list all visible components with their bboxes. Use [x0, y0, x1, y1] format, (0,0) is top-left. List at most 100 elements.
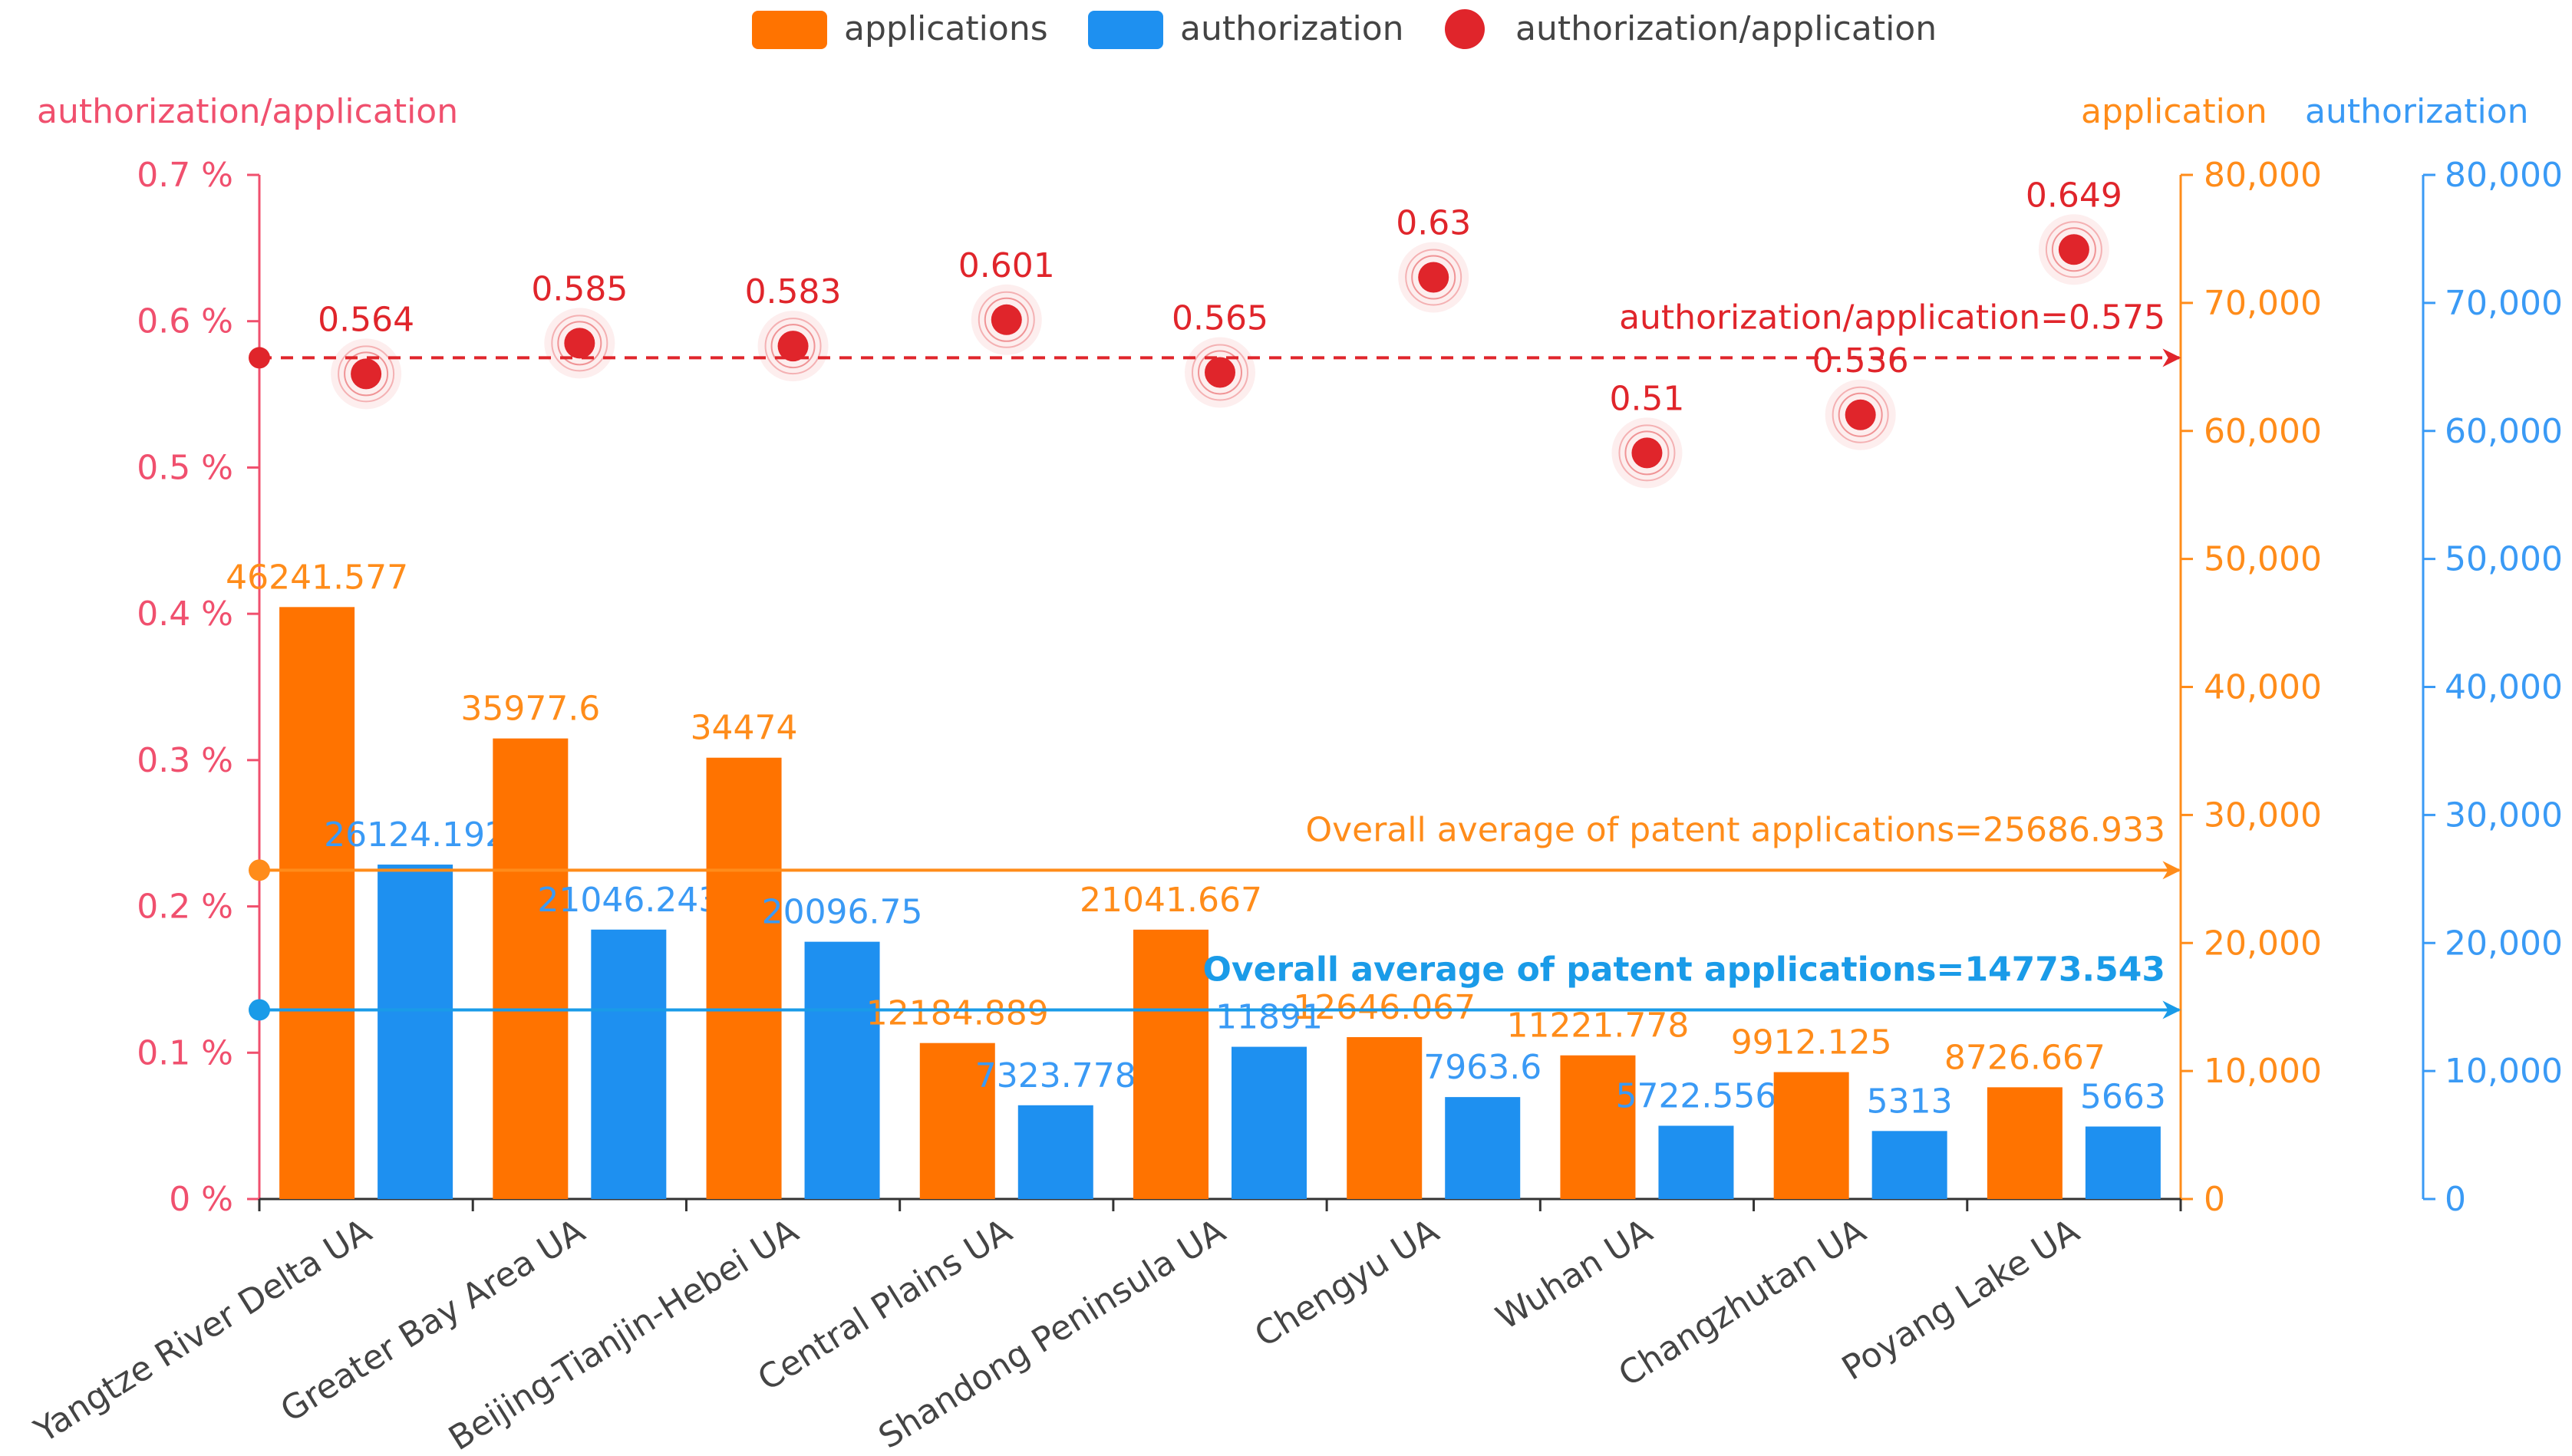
ratio-point-ring: [551, 315, 608, 372]
ratio-point-ring: [978, 291, 1035, 348]
right-axis-application-tick-label: 60,000: [2204, 412, 2322, 451]
ratio-point-label: 0.601: [958, 246, 1055, 285]
right-axis-authorization-title: authorization: [2305, 92, 2529, 131]
application-bar: [1987, 1087, 2063, 1199]
application-bar-label: 11221.778: [1506, 1006, 1689, 1046]
application-bar-label: 21041.667: [1080, 881, 1262, 920]
ratio-point: [1845, 399, 1876, 430]
ratio-point-ring: [1198, 350, 1242, 395]
ratio-point: [777, 331, 809, 362]
ratio-point-label: 0.51: [1609, 379, 1684, 418]
ratio-point-ring: [344, 351, 389, 397]
left-axis-tick-label: 0.6 %: [137, 302, 233, 341]
ratio-point-ring: [1411, 255, 1456, 300]
reference-line-label: Overall average of patent applications=1…: [1203, 950, 2165, 989]
ratio-point-label: 0.585: [531, 269, 628, 308]
authorization-bar-label: 21046.243: [537, 881, 720, 920]
right-axis-authorization-tick-label: 0: [2445, 1180, 2466, 1219]
authorization-bar-label: 5722.556: [1615, 1077, 1776, 1116]
right-axis-application-title: application: [2081, 92, 2267, 131]
ratio-point: [564, 328, 595, 359]
ratio-point-label: 0.583: [745, 272, 842, 311]
application-bar-label: 9912.125: [1731, 1023, 1892, 1062]
authorization-bar: [1658, 1125, 1734, 1199]
left-axis-tick-label: 0.3 %: [137, 741, 233, 780]
ratio-point-ring: [2051, 227, 2096, 272]
left-axis-tick-label: 0.2 %: [137, 888, 233, 927]
authorization-bar-label: 5663: [2080, 1077, 2166, 1116]
right-axis-application-tick-label: 20,000: [2204, 924, 2322, 963]
authorization-bar: [1871, 1131, 1947, 1199]
right-axis-application-tick-label: 70,000: [2204, 284, 2322, 323]
right-axis-authorization-tick-label: 80,000: [2445, 156, 2563, 195]
authorization-bar-label: 20096.75: [762, 893, 923, 932]
reference-line-start-dot: [249, 999, 270, 1021]
application-bar-label: 12184.889: [866, 994, 1049, 1033]
ratio-point: [1631, 437, 1663, 469]
points-layer: 0.564 0.585 0.583 0.601 0.565 0.63 0.51 0.536 0.…: [318, 176, 2122, 489]
application-bar-label: 46241.577: [226, 558, 408, 597]
ratio-point-ring: [764, 318, 822, 375]
application-bar: [919, 1043, 995, 1199]
ratio-point-ring: [1405, 249, 1462, 306]
application-bar-label: 34474: [691, 709, 798, 748]
authorization-bar: [1445, 1097, 1521, 1199]
legend: applications authorization authorization/a…: [752, 9, 1937, 49]
authorization-bar-label: 7323.778: [975, 1056, 1136, 1095]
x-axis-category-label: Wuhan UA: [1489, 1211, 1659, 1338]
left-axis-tick-label: 0.1 %: [137, 1033, 233, 1072]
ratio-point-ring: [557, 321, 602, 366]
ratio-point-ring: [1192, 344, 1248, 401]
authorization-bar: [591, 929, 667, 1199]
legend-swatch-rect: [1088, 11, 1163, 49]
left-axis-tick-label: 0.5 %: [137, 448, 233, 487]
right-axis-authorization-tick-label: 30,000: [2445, 796, 2563, 835]
ratio-point-ring: [770, 324, 816, 369]
application-bar-label: 8726.667: [1944, 1038, 2105, 1077]
reference-lines-layer: authorization/application=0.575 Overall a…: [249, 298, 2181, 1021]
legend-swatch-rect: [752, 11, 827, 49]
ratio-point-label: 0.565: [1172, 298, 1268, 338]
authorization-bar-label: 5313: [1867, 1082, 1953, 1121]
right-axis-authorization-tick-label: 50,000: [2445, 540, 2563, 579]
right-axis-application-tick-label: 0: [2204, 1180, 2225, 1219]
ratio-point-label: 0.649: [2026, 176, 2122, 215]
right-axis-application-tick-label: 10,000: [2204, 1052, 2322, 1091]
right-axis-authorization-tick-label: 60,000: [2445, 412, 2563, 451]
right-axis-application-tick-label: 30,000: [2204, 796, 2322, 835]
application-bar: [1773, 1072, 1849, 1199]
authorization-bar: [804, 941, 880, 1199]
ratio-point: [351, 358, 382, 390]
application-bar: [1347, 1036, 1423, 1199]
application-bar: [493, 738, 569, 1199]
ratio-point-label: 0.564: [318, 300, 414, 339]
ratio-point-ring: [2045, 221, 2102, 278]
reference-line-label: Overall average of patent applications=2…: [1305, 810, 2165, 849]
application-bar-label: 35977.6: [460, 690, 600, 729]
right-axis-authorization-tick-label: 40,000: [2445, 668, 2563, 707]
legend-label: applications: [844, 9, 1048, 48]
ratio-point: [1418, 262, 1449, 293]
authorization-bar-label: 26124.192: [324, 815, 506, 855]
left-axis-tick-label: 0.7 %: [137, 156, 233, 195]
legend-swatch-circle: [1445, 9, 1485, 49]
right-axis-application-tick-label: 50,000: [2204, 540, 2322, 579]
right-axis-authorization-tick-label: 10,000: [2445, 1052, 2563, 1091]
ratio-point-label: 0.63: [1396, 204, 1471, 243]
ratio-point-ring: [1832, 386, 1889, 443]
x-axis-category-label: Shandong Peninsula UA: [872, 1211, 1232, 1456]
x-axis-category-label: Chengyu UA: [1248, 1211, 1446, 1355]
reference-line-start-dot: [249, 347, 270, 369]
ratio-point: [2058, 234, 2089, 265]
reference-line-label: authorization/application=0.575: [1619, 298, 2165, 337]
ratio-point-ring: [1618, 424, 1676, 482]
legend-label: authorization: [1180, 9, 1404, 48]
application-bar: [1133, 929, 1209, 1199]
application-bar: [706, 757, 782, 1199]
authorization-bar: [2085, 1126, 2161, 1199]
legend-label: authorization/application: [1515, 9, 1937, 48]
ratio-point-label: 0.536: [1812, 341, 1909, 380]
right-axis-authorization-tick-label: 70,000: [2445, 284, 2563, 323]
ratio-point-ring: [1624, 430, 1670, 476]
